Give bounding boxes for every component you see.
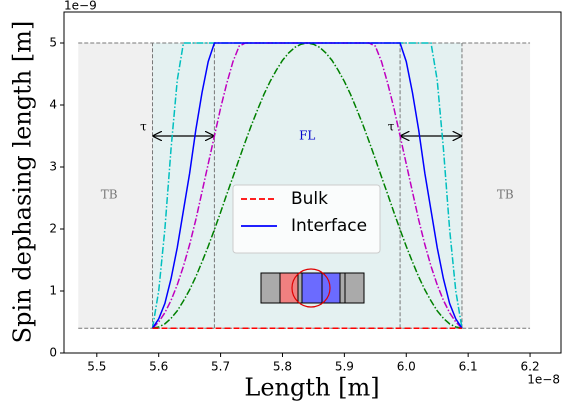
device-block [344, 272, 365, 304]
y-tick-label: 5 [49, 36, 57, 50]
tau-label: τ [140, 120, 147, 134]
x-tick-label: 5.7 [211, 360, 230, 374]
region-label: TB [101, 187, 118, 201]
region [461, 43, 531, 329]
y-tick-label: 0 [49, 346, 57, 360]
y-axis-label: Spin dephasing length [m] [9, 21, 37, 344]
y-tick-label: 1 [49, 284, 57, 298]
y-tick-label: 2 [49, 222, 57, 236]
x-tick-label: 6.2 [521, 360, 540, 374]
y-tick-label: 3 [49, 160, 57, 174]
device-circle [291, 268, 331, 308]
region-label: TB [497, 187, 514, 201]
region [78, 43, 153, 329]
x-tick-label: 5.5 [87, 360, 106, 374]
series-line [151, 42, 463, 329]
x-axis-label: Length [m] [244, 374, 379, 402]
x-tick-label: 5.9 [335, 360, 354, 374]
y-offset-label: 1e−9 [64, 0, 97, 13]
legend-box [232, 184, 381, 254]
plot-frame [63, 11, 562, 354]
x-tick-label: 6.0 [397, 360, 416, 374]
x-tick-label: 5.8 [273, 360, 292, 374]
series-line [151, 42, 463, 329]
y-tick-label: 4 [49, 98, 57, 112]
device-block [301, 272, 341, 304]
legend-label: Interface [291, 216, 367, 236]
x-tick-label: 5.6 [149, 360, 168, 374]
legend-label: Bulk [291, 189, 328, 209]
region-label: FL [299, 129, 315, 143]
device-block [260, 272, 281, 304]
x-tick-label: 6.1 [459, 360, 478, 374]
x-offset-label: 1e−8 [527, 373, 560, 387]
tau-label: τ [388, 120, 395, 134]
